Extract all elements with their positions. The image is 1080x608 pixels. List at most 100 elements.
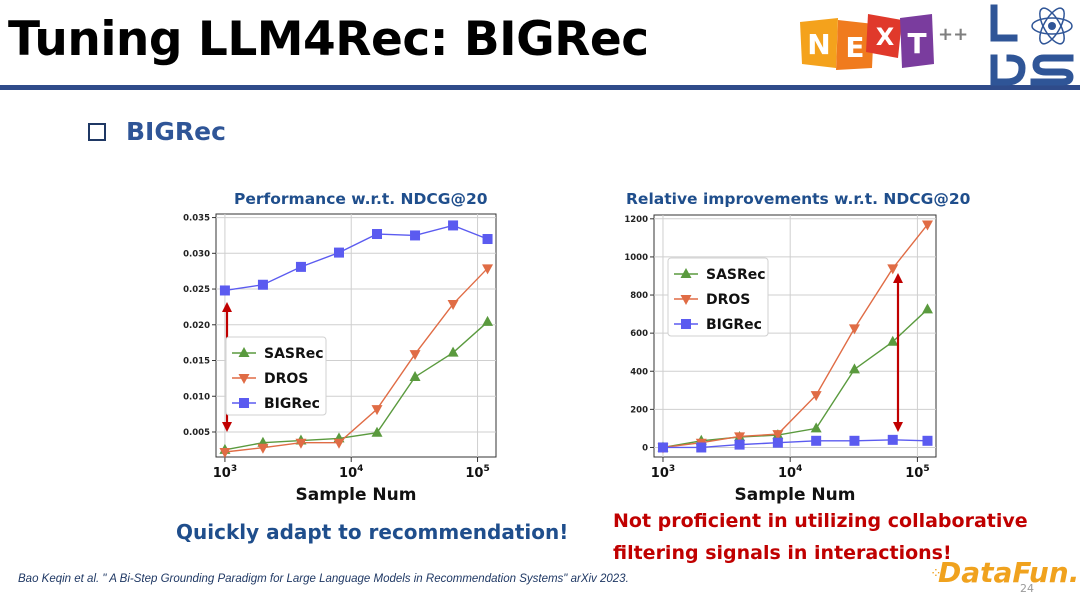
- chart2-dros-point: [810, 391, 822, 402]
- chart2-legend-sasrec-label: SASRec: [706, 267, 766, 283]
- chart1-ytick-label: 0.020: [183, 321, 210, 331]
- chart2-annotation-arrow-head-top: [893, 273, 903, 283]
- lds-logo-atom-nucleus: [1048, 22, 1056, 30]
- next-logo: N E X T ++: [800, 14, 968, 70]
- chart2-bigrec-point: [922, 435, 933, 446]
- chart2-dros-line: [662, 224, 929, 449]
- chart1-legend-box: [225, 336, 327, 416]
- chart1-sasrec-point: [409, 370, 421, 381]
- chart1-dros-point: [371, 405, 383, 416]
- chart2-legend-bigrec-label: BIGRec: [706, 317, 762, 333]
- chart2-bigrec-point: [849, 435, 860, 446]
- chart1-dros-point: [295, 438, 307, 449]
- caption-right-line-2: filtering signals in interactions!: [613, 542, 952, 564]
- chart1-xtick-label: 105: [465, 464, 489, 481]
- chart2-bigrec-point: [772, 437, 783, 448]
- chart1-legend-bigrec-marker: [239, 398, 249, 408]
- chart2-ytick-label: 200: [630, 405, 648, 415]
- chart1-plot-frame: [215, 213, 497, 458]
- chart1-ytick-label: 0.035: [183, 214, 210, 224]
- chart2-bigrec-point: [887, 434, 898, 445]
- chart2-sasrec-point: [921, 303, 933, 314]
- chart1-bigrec-point: [482, 234, 493, 245]
- chart2-bigrec-point: [657, 442, 668, 453]
- chart1-legend-bigrec-label: BIGRec: [264, 396, 320, 412]
- page-number: 24: [1020, 582, 1034, 595]
- chart2-bigrec-point: [734, 439, 745, 450]
- chart2-xlabel: Sample Num: [735, 485, 856, 505]
- chart1-bigrec-point: [295, 261, 306, 272]
- chart2-annotation-arrow-head-bottom: [893, 422, 903, 432]
- chart2-sasrec-point: [848, 363, 860, 374]
- citation: Bao Keqin et al. " A Bi-Step Grounding P…: [18, 573, 629, 585]
- chart1-sasrec-line: [224, 321, 489, 451]
- chart2-xtick-label: 104: [778, 464, 802, 481]
- chart1-dros-point: [257, 443, 269, 454]
- chart1-legend-dros-label: DROS: [264, 371, 308, 387]
- chart1-bigrec-point: [219, 285, 230, 296]
- chart2-legend-dros-marker: [680, 295, 692, 305]
- chart2-ytick-label: 0: [642, 443, 648, 453]
- chart2-legend-dros-label: DROS: [706, 292, 750, 308]
- chart2-ytick-label: 800: [630, 291, 648, 301]
- chart2-ytick-label: 1200: [624, 215, 648, 225]
- next-letter-n: N: [807, 28, 830, 61]
- chart1-dros-point: [409, 350, 421, 361]
- chart1-ytick-label: 0.010: [183, 392, 210, 402]
- datafun-dots-icon: ⁘: [930, 566, 942, 582]
- bullet-text: BIGRec: [126, 117, 226, 146]
- caption-right-line-1: Not proficient in utilizing collaborativ…: [613, 510, 1028, 532]
- next-letter-t: T: [907, 27, 926, 60]
- chart2-bigrec-line: [662, 439, 928, 449]
- chart2-dros-point: [887, 264, 899, 275]
- next-logo-x-tile: [866, 14, 902, 58]
- chart2-dros-point: [848, 324, 860, 335]
- chart2-title: Relative improvements w.r.t. NDCG@20: [626, 190, 971, 208]
- datafun-logo: DataFun.: [938, 556, 1080, 589]
- slide-title: Tuning LLM4Rec: BIGRec: [8, 12, 649, 67]
- caption-left: Quickly adapt to recommendation!: [176, 520, 569, 544]
- chart1-bigrec-point: [372, 229, 383, 240]
- chart1-xlabel: Sample Num: [296, 485, 417, 505]
- chart1-bigrec-point: [257, 279, 268, 290]
- chart1-ytick-label: 0.015: [183, 357, 210, 367]
- bullet-checkbox-icon: [88, 123, 106, 141]
- chart2-legend-sasrec-marker: [680, 268, 692, 278]
- chart1-annotation-arrow-head-bottom: [222, 422, 232, 432]
- chart1-bigrec-point: [410, 230, 421, 241]
- chart2-sasrec-point: [887, 335, 899, 346]
- chart2-bigrec-point: [696, 442, 707, 453]
- chart1-dros-point: [482, 264, 494, 275]
- chart2-dros-point: [921, 220, 933, 231]
- chart1-ytick-label: 0.005: [183, 428, 210, 438]
- chart2-xtick-label: 105: [905, 464, 929, 481]
- chart1-title: Performance w.r.t. NDCG@20: [234, 190, 488, 208]
- chart1-ytick-label: 0.025: [183, 285, 210, 295]
- chart1-bigrec-line: [224, 224, 488, 292]
- chart2-relative-improvements: 0 200 400 600 800 1000 1200 103 104 105 Sample Num…: [624, 214, 937, 505]
- chart1-dros-point: [333, 438, 345, 449]
- chart1-dros-point: [219, 447, 231, 458]
- chart2-sasrec-line: [662, 308, 928, 449]
- chart1-sasrec-point: [482, 315, 494, 326]
- chart2-sasrec-point: [810, 422, 822, 433]
- chart2-ytick-label: 600: [630, 329, 648, 339]
- chart1-xtick-label: 103: [213, 464, 237, 481]
- chart1-ndcg-performance: 0.005 0.010 0.015 0.020 0.025 0.030 0.035 103 10…: [183, 213, 497, 505]
- chart2-bigrec-point: [811, 435, 822, 446]
- chart1-legend-dros-marker: [238, 374, 250, 384]
- next-letter-x: X: [876, 23, 895, 51]
- chart1-bigrec-point: [333, 247, 344, 258]
- next-letter-e: E: [845, 31, 864, 64]
- next-logo-e-tile: [836, 20, 874, 70]
- next-logo-t-tile: [900, 14, 934, 68]
- chart1-sasrec-point: [447, 346, 459, 357]
- chart2-ytick-label: 400: [630, 367, 648, 377]
- chart1-xtick-label: 104: [339, 464, 363, 481]
- chart1-legend-sasrec-marker: [238, 347, 250, 357]
- chart1-sasrec-point: [371, 426, 383, 437]
- next-logo-n-tile: [800, 18, 838, 68]
- chart2-xtick-label: 103: [651, 464, 675, 481]
- chart1-legend-sasrec-label: SASRec: [264, 346, 324, 362]
- lds-logo-l-stroke: [990, 4, 1018, 42]
